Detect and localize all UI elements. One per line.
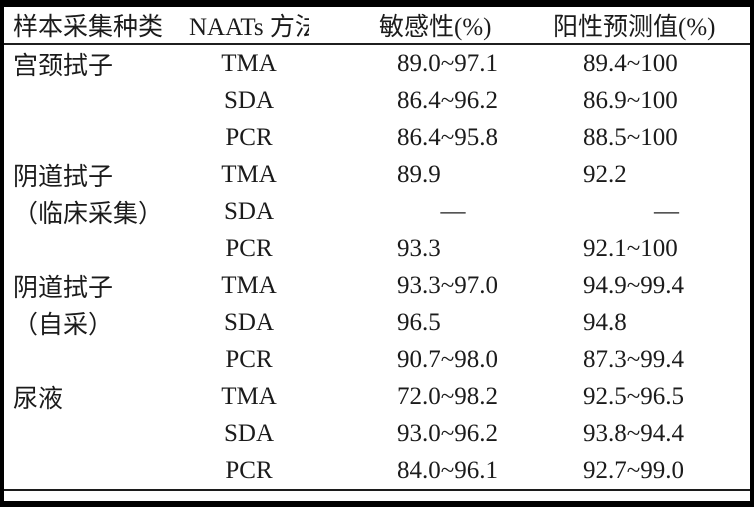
col-header-naats-method: NAATs 方法 (189, 7, 309, 45)
table-row: SDA 93.0~96.2 93.8~94.4 (4, 415, 750, 452)
col-header-sample-type: 样本采集种类 (4, 7, 189, 45)
table-body: 宫颈拭子 TMA 89.0~97.1 89.4~100 SDA 86.4~96.… (4, 44, 750, 491)
sensitivity-cell: 72.0~98.2 (397, 382, 499, 410)
ppv-cell: 92.1~100 (583, 234, 678, 262)
sensitivity-cell: 96.5 (397, 308, 441, 336)
method-cell: TMA (221, 271, 277, 299)
col-header-ppv: 阳性预测值(%) (509, 7, 750, 45)
ppv-cell: 88.5~100 (583, 123, 678, 151)
sensitivity-cell: 86.4~96.2 (397, 86, 499, 114)
sensitivity-cell: 93.3 (397, 234, 441, 262)
table-row: （临床采集） SDA — — (4, 193, 750, 230)
table-header: 样本采集种类 NAATs 方法 敏感性(%) 阳性预测值(%) (4, 7, 750, 45)
sample-type-cell (4, 82, 189, 119)
method-cell: SDA (223, 197, 274, 225)
sample-type-cell (4, 341, 189, 378)
method-cell: TMA (221, 382, 277, 410)
col-header-sensitivity: 敏感性(%) (309, 7, 509, 45)
table-row: PCR 93.3 92.1~100 (4, 230, 750, 267)
sample-type-cell (4, 119, 189, 156)
method-cell: PCR (225, 234, 273, 262)
method-cell: PCR (225, 123, 273, 151)
sensitivity-cell: 93.3~97.0 (397, 271, 499, 299)
sample-type-cell: （自采） (13, 311, 114, 339)
ppv-cell: 87.3~99.4 (583, 345, 685, 373)
method-cell: TMA (221, 160, 277, 188)
sensitivity-cell: — (440, 197, 466, 225)
naats-results-table: 样本采集种类 NAATs 方法 敏感性(%) 阳性预测值(%) 宫颈拭子 TMA… (4, 7, 750, 491)
sensitivity-cell: 93.0~96.2 (397, 419, 499, 447)
sample-type-cell (4, 230, 189, 267)
sample-type-cell: 阴道拭子 (13, 274, 114, 302)
method-cell: TMA (221, 49, 277, 77)
sensitivity-cell: 84.0~96.1 (309, 452, 509, 491)
sample-type-cell: （临床采集） (13, 200, 164, 228)
ppv-cell: 94.8 (583, 308, 627, 336)
ppv-cell: — (654, 197, 679, 225)
ppv-cell: 94.9~99.4 (583, 271, 685, 299)
ppv-cell: 93.8~94.4 (583, 419, 685, 447)
table-row: （自采） SDA 96.5 94.8 (4, 304, 750, 341)
sample-type-cell (4, 415, 189, 452)
ppv-cell: 92.2 (583, 160, 627, 188)
sample-type-cell: 尿液 (13, 385, 64, 413)
method-cell: SDA (223, 419, 274, 447)
table-row: SDA 86.4~96.2 86.9~100 (4, 82, 750, 119)
ppv-cell: 89.4~100 (583, 49, 678, 77)
header-row: 样本采集种类 NAATs 方法 敏感性(%) 阳性预测值(%) (4, 7, 750, 45)
ppv-cell: 86.9~100 (583, 86, 678, 114)
sensitivity-cell: 86.4~95.8 (397, 123, 499, 151)
sample-type-cell (4, 452, 189, 491)
table-row: 阴道拭子 TMA 89.9 92.2 (4, 156, 750, 193)
sensitivity-cell: 89.0~97.1 (397, 49, 499, 77)
sample-type-cell: 阴道拭子 (13, 163, 114, 191)
table-row: 宫颈拭子 TMA 89.0~97.1 89.4~100 (4, 44, 750, 82)
method-cell: PCR (225, 345, 273, 373)
method-cell: PCR (189, 452, 309, 491)
method-cell: SDA (223, 308, 274, 336)
table-row: 阴道拭子 TMA 93.3~97.0 94.9~99.4 (4, 267, 750, 304)
table-row: PCR 90.7~98.0 87.3~99.4 (4, 341, 750, 378)
table-row: PCR 84.0~96.1 92.7~99.0 (4, 452, 750, 491)
ppv-cell: 92.5~96.5 (583, 382, 685, 410)
ppv-cell: 92.7~99.0 (509, 452, 750, 491)
sample-type-cell: 宫颈拭子 (13, 52, 114, 80)
table-row: PCR 86.4~95.8 88.5~100 (4, 119, 750, 156)
method-cell: SDA (223, 86, 274, 114)
table-row: 尿液 TMA 72.0~98.2 92.5~96.5 (4, 378, 750, 415)
sensitivity-cell: 90.7~98.0 (397, 345, 499, 373)
sensitivity-cell: 89.9 (397, 160, 441, 188)
